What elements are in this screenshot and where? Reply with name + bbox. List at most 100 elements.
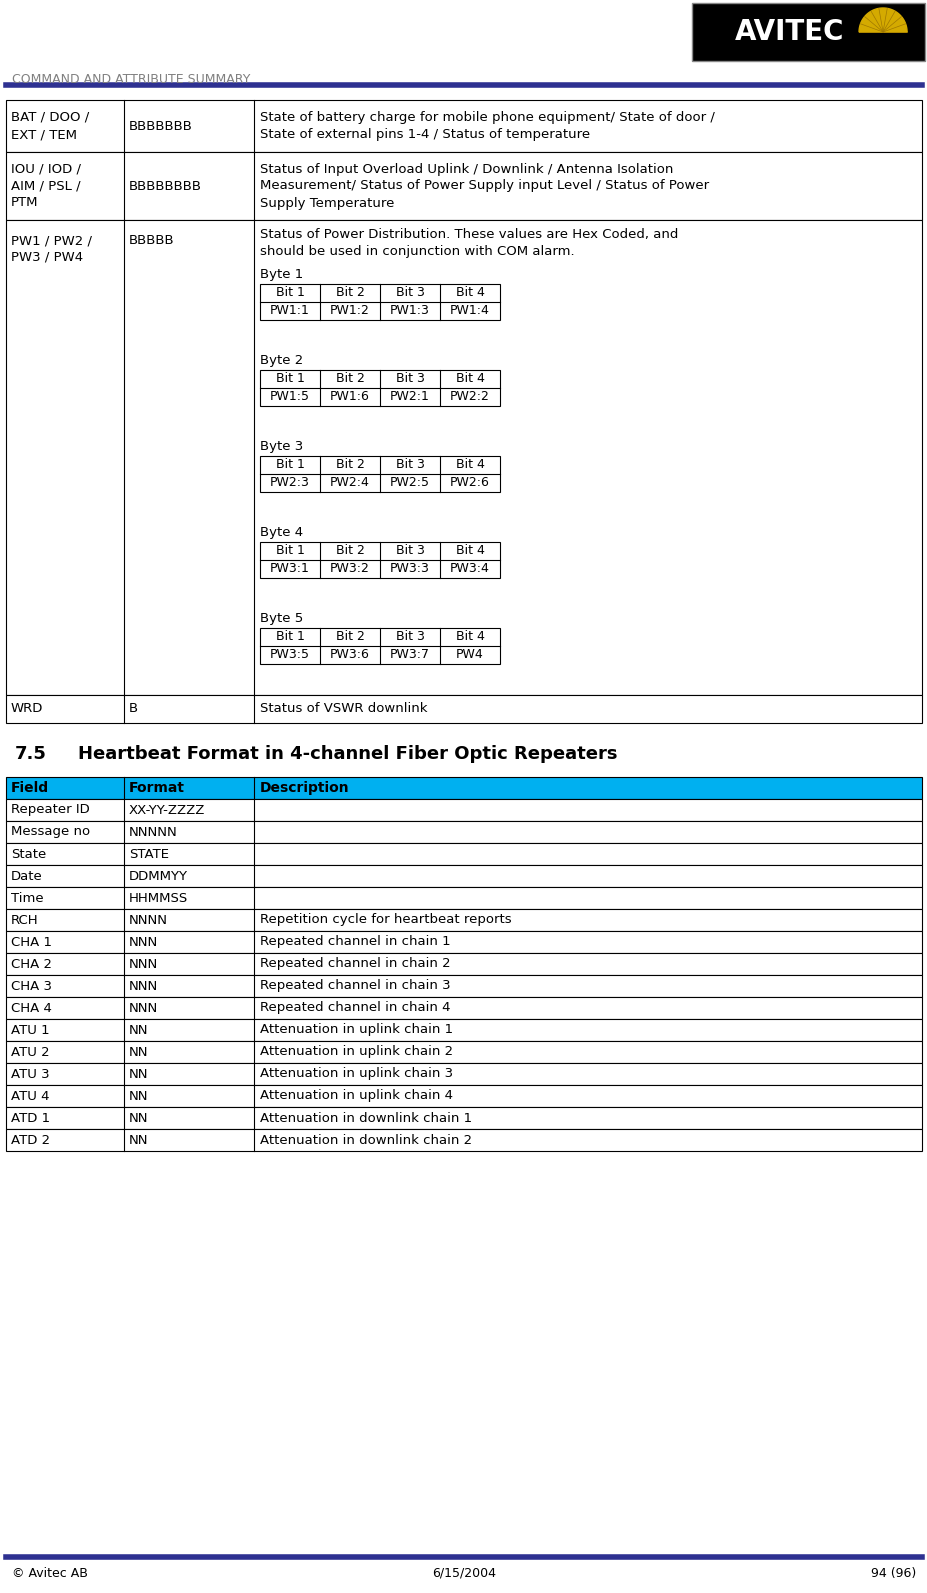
Text: Field: Field [11, 781, 49, 795]
Text: WRD: WRD [11, 703, 44, 715]
Text: RCH: RCH [11, 913, 39, 927]
Bar [6, 910, 921, 930]
Text: Repeated channel in chain 4: Repeated channel in chain 4 [260, 1002, 450, 1015]
Bar [6, 1020, 921, 1040]
Text: PW2:1: PW2:1 [389, 390, 429, 403]
Text: COMMAND AND ATTRIBUTE SUMMARY: COMMAND AND ATTRIBUTE SUMMARY [12, 73, 250, 86]
Text: NNN: NNN [129, 980, 159, 992]
Text: BBBBB: BBBBB [129, 234, 174, 247]
Text: PW2:6: PW2:6 [450, 476, 489, 489]
Bar [6, 151, 921, 220]
Text: Bit 4: Bit 4 [455, 545, 484, 558]
Text: Bit 2: Bit 2 [336, 459, 364, 472]
Bar [6, 777, 921, 800]
Bar [6, 1063, 921, 1085]
Text: Bit 3: Bit 3 [395, 631, 424, 644]
Text: Repetition cycle for heartbeat reports: Repetition cycle for heartbeat reports [260, 913, 511, 927]
Bar [6, 1085, 921, 1107]
Bar [260, 628, 500, 664]
Text: Bit 1: Bit 1 [275, 373, 304, 386]
Bar [6, 865, 921, 887]
Text: Status of Power Distribution. These values are Hex Coded, and
should be used in : Status of Power Distribution. These valu… [260, 228, 678, 258]
Text: Bit 2: Bit 2 [336, 545, 364, 558]
Text: Bit 1: Bit 1 [275, 459, 304, 472]
Text: Bit 3: Bit 3 [395, 459, 424, 472]
Bar [692, 3, 924, 61]
Text: PW3:6: PW3:6 [330, 648, 370, 661]
Bar [260, 456, 500, 492]
Text: NN: NN [129, 1090, 148, 1102]
Text: ATU 2: ATU 2 [11, 1045, 49, 1058]
Text: Bit 4: Bit 4 [455, 459, 484, 472]
Text: State of battery charge for mobile phone equipment/ State of door /
State of ext: State of battery charge for mobile phone… [260, 112, 714, 142]
Text: PW3:4: PW3:4 [450, 562, 489, 575]
Text: BBBBBBBB: BBBBBBBB [129, 180, 202, 193]
Text: CHA 2: CHA 2 [11, 957, 52, 970]
Text: CHA 4: CHA 4 [11, 1002, 52, 1015]
Text: Bit 1: Bit 1 [275, 631, 304, 644]
Text: PW1:4: PW1:4 [450, 304, 489, 317]
Text: PW1:2: PW1:2 [330, 304, 370, 317]
Text: PW1:1: PW1:1 [270, 304, 310, 317]
Text: NN: NN [129, 1134, 148, 1147]
Bar [6, 220, 921, 695]
Text: BAT / DOO /
EXT / TEM: BAT / DOO / EXT / TEM [11, 112, 89, 142]
Bar [6, 1040, 921, 1063]
Text: PW1:5: PW1:5 [270, 390, 310, 403]
Text: NN: NN [129, 1112, 148, 1125]
Text: 7.5: 7.5 [15, 746, 47, 763]
Text: PW2:5: PW2:5 [389, 476, 429, 489]
Text: Status of VSWR downlink: Status of VSWR downlink [260, 703, 427, 715]
Text: PW1:6: PW1:6 [330, 390, 370, 403]
Text: CHA 3: CHA 3 [11, 980, 52, 992]
Text: BBBBBBB: BBBBBBB [129, 119, 193, 132]
Text: Time: Time [11, 892, 44, 905]
Text: Byte 1: Byte 1 [260, 268, 303, 280]
Text: Bit 4: Bit 4 [455, 373, 484, 386]
Text: PW2:3: PW2:3 [270, 476, 310, 489]
Text: Bit 1: Bit 1 [275, 287, 304, 299]
Bar [6, 887, 921, 910]
Text: HHMMSS: HHMMSS [129, 892, 188, 905]
Text: PW3:2: PW3:2 [330, 562, 370, 575]
Bar [260, 370, 500, 406]
Text: PW3:3: PW3:3 [389, 562, 429, 575]
Text: PW3:1: PW3:1 [270, 562, 310, 575]
Text: Attenuation in downlink chain 1: Attenuation in downlink chain 1 [260, 1112, 472, 1125]
Text: XX-YY-ZZZZ: XX-YY-ZZZZ [129, 803, 205, 817]
Text: Repeater ID: Repeater ID [11, 803, 90, 817]
Text: Bit 2: Bit 2 [336, 631, 364, 644]
Text: Message no: Message no [11, 825, 90, 838]
Bar [6, 975, 921, 997]
Polygon shape [858, 8, 906, 32]
Text: ATD 2: ATD 2 [11, 1134, 50, 1147]
Text: Bit 3: Bit 3 [395, 287, 424, 299]
Bar [6, 953, 921, 975]
Text: Status of Input Overload Uplink / Downlink / Antenna Isolation
Measurement/ Stat: Status of Input Overload Uplink / Downli… [260, 162, 708, 210]
Text: PW2:4: PW2:4 [330, 476, 370, 489]
Bar [260, 542, 500, 578]
Text: ATD 1: ATD 1 [11, 1112, 50, 1125]
Bar [6, 1129, 921, 1152]
Text: Byte 4: Byte 4 [260, 526, 303, 538]
Text: NN: NN [129, 1045, 148, 1058]
Text: Bit 4: Bit 4 [455, 631, 484, 644]
Bar [260, 284, 500, 320]
Text: Attenuation in uplink chain 4: Attenuation in uplink chain 4 [260, 1090, 452, 1102]
Text: PW1:3: PW1:3 [389, 304, 429, 317]
Text: Repeated channel in chain 1: Repeated channel in chain 1 [260, 935, 451, 948]
Text: Bit 2: Bit 2 [336, 287, 364, 299]
Text: Description: Description [260, 781, 349, 795]
Text: NNN: NNN [129, 935, 159, 948]
Text: Byte 2: Byte 2 [260, 354, 303, 366]
Bar [6, 930, 921, 953]
Text: Attenuation in uplink chain 3: Attenuation in uplink chain 3 [260, 1067, 452, 1080]
Text: Attenuation in uplink chain 1: Attenuation in uplink chain 1 [260, 1023, 452, 1037]
Text: Heartbeat Format in 4-channel Fiber Optic Repeaters: Heartbeat Format in 4-channel Fiber Opti… [78, 746, 616, 763]
Text: Repeated channel in chain 2: Repeated channel in chain 2 [260, 957, 451, 970]
Text: Bit 4: Bit 4 [455, 287, 484, 299]
Text: Repeated channel in chain 3: Repeated channel in chain 3 [260, 980, 451, 992]
Text: 6/15/2004: 6/15/2004 [432, 1568, 495, 1580]
Text: NNN: NNN [129, 1002, 159, 1015]
Text: Format: Format [129, 781, 184, 795]
